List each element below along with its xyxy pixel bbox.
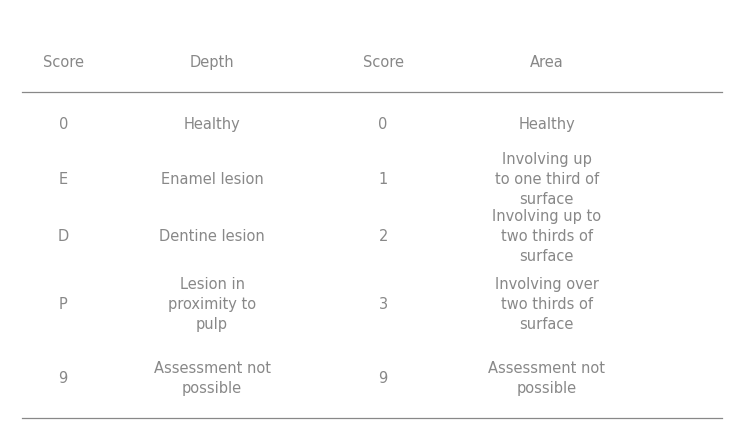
Text: 3: 3 [379, 297, 388, 312]
Text: Dentine lesion: Dentine lesion [159, 229, 265, 244]
Text: 2: 2 [379, 229, 388, 244]
Text: E: E [59, 172, 68, 187]
Text: 9: 9 [379, 371, 388, 386]
Text: Assessment not
possible: Assessment not possible [488, 361, 606, 396]
Text: P: P [59, 297, 68, 312]
Text: Involving up to
two thirds of
surface: Involving up to two thirds of surface [493, 209, 601, 264]
Text: Assessment not
possible: Assessment not possible [153, 361, 271, 396]
Text: Score: Score [42, 55, 84, 70]
Text: Healthy: Healthy [184, 117, 240, 132]
Text: Depth: Depth [190, 55, 234, 70]
Text: 0: 0 [379, 117, 388, 132]
Text: D: D [57, 229, 69, 244]
Text: Healthy: Healthy [519, 117, 575, 132]
Text: Enamel lesion: Enamel lesion [161, 172, 263, 187]
Text: Involving up
to one third of
surface: Involving up to one third of surface [495, 152, 599, 207]
Text: Area: Area [530, 55, 564, 70]
Text: Lesion in
proximity to
pulp: Lesion in proximity to pulp [168, 277, 256, 332]
Text: 0: 0 [59, 117, 68, 132]
Text: 9: 9 [59, 371, 68, 386]
Text: 1: 1 [379, 172, 388, 187]
Text: Involving over
two thirds of
surface: Involving over two thirds of surface [495, 277, 599, 332]
Text: Score: Score [362, 55, 404, 70]
